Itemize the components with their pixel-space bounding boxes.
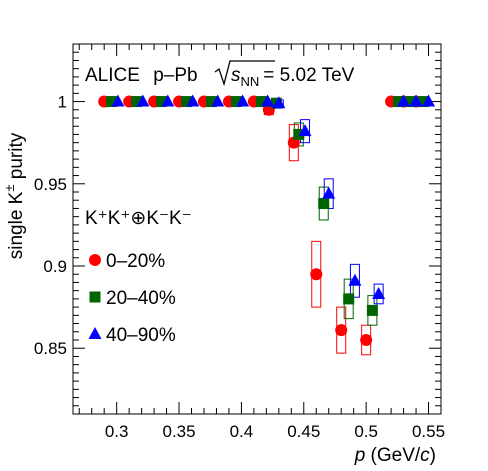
data-point: [136, 94, 150, 107]
y-axis-label: single K± purity: [2, 132, 27, 259]
data-point: [255, 96, 267, 108]
data-point: [318, 198, 330, 210]
sqrt-sign: [214, 60, 275, 87]
data-point: [161, 94, 175, 107]
legend: 0–20% 20–40% 40–90%: [88, 251, 176, 346]
x-tick-label: 0.4: [230, 422, 254, 441]
y-tick-label: 0.9: [43, 257, 67, 276]
annotation-energy: sNN = 5.02 TeV: [231, 65, 355, 89]
data-point: [230, 96, 242, 108]
legend-marker: [89, 291, 101, 303]
data-point: [205, 96, 217, 108]
syst-boxes: [263, 99, 384, 356]
annotation-energy-prefix: s: [231, 65, 241, 86]
data-point: [186, 94, 200, 107]
legend-label: 40–90%: [106, 325, 176, 346]
x-tick-label: 0.35: [162, 422, 195, 441]
legend-marker: [88, 327, 102, 339]
data-point: [322, 186, 336, 199]
y-tick-label: 0.95: [34, 175, 67, 194]
x-tick-label: 0.3: [105, 422, 129, 441]
legend-header: K⁺K⁺⊕K⁻K⁻: [85, 208, 192, 229]
data-point: [409, 94, 423, 107]
data-point: [236, 94, 250, 107]
data-point: [293, 128, 305, 140]
data-point: [422, 94, 436, 107]
x-axis-label: p (GeV/c): [354, 445, 436, 466]
plot-frame: [72, 43, 442, 415]
data-point: [397, 94, 411, 107]
data-point: [211, 94, 225, 107]
data-point: [131, 96, 143, 108]
data-point: [298, 124, 312, 137]
annotation-energy-sub: NN: [241, 74, 260, 89]
data-point: [393, 96, 405, 108]
data-point: [343, 293, 355, 305]
legend-label: 20–40%: [106, 288, 176, 309]
data-point: [418, 96, 430, 108]
data-point: [405, 96, 417, 108]
ticks: 0.3 0.35 0.4 0.45 0.5 0.55 0.85 0.9 0.95 1: [34, 43, 445, 441]
data-point: [181, 96, 193, 108]
annotation: ALICE p–Pb: [85, 65, 198, 86]
data-point: [366, 304, 378, 316]
data-point: [111, 94, 125, 107]
y-tick-label: 0.85: [34, 339, 67, 358]
annotation-system: p–Pb: [153, 65, 197, 86]
x-tick-label: 0.45: [287, 422, 320, 441]
legend-marker: [89, 254, 101, 266]
annotation-energy-value: = 5.02 TeV: [263, 65, 354, 86]
x-tick-label: 0.55: [412, 422, 445, 441]
data-point: [335, 324, 348, 337]
y-tick-label: 1: [58, 93, 67, 112]
data-point: [310, 268, 323, 281]
data-point: [360, 334, 373, 346]
data-point: [348, 273, 362, 286]
syst-box: [349, 263, 360, 298]
x-tick-label: 0.5: [354, 422, 378, 441]
markers: [98, 94, 436, 346]
data-point: [156, 96, 168, 108]
data-point: [272, 96, 286, 109]
data-point: [372, 286, 386, 299]
annotation-experiment: ALICE: [85, 65, 140, 86]
legend-label: 0–20%: [106, 251, 165, 272]
data-point: [106, 96, 118, 108]
syst-box: [373, 283, 384, 305]
data-point: [261, 94, 275, 107]
